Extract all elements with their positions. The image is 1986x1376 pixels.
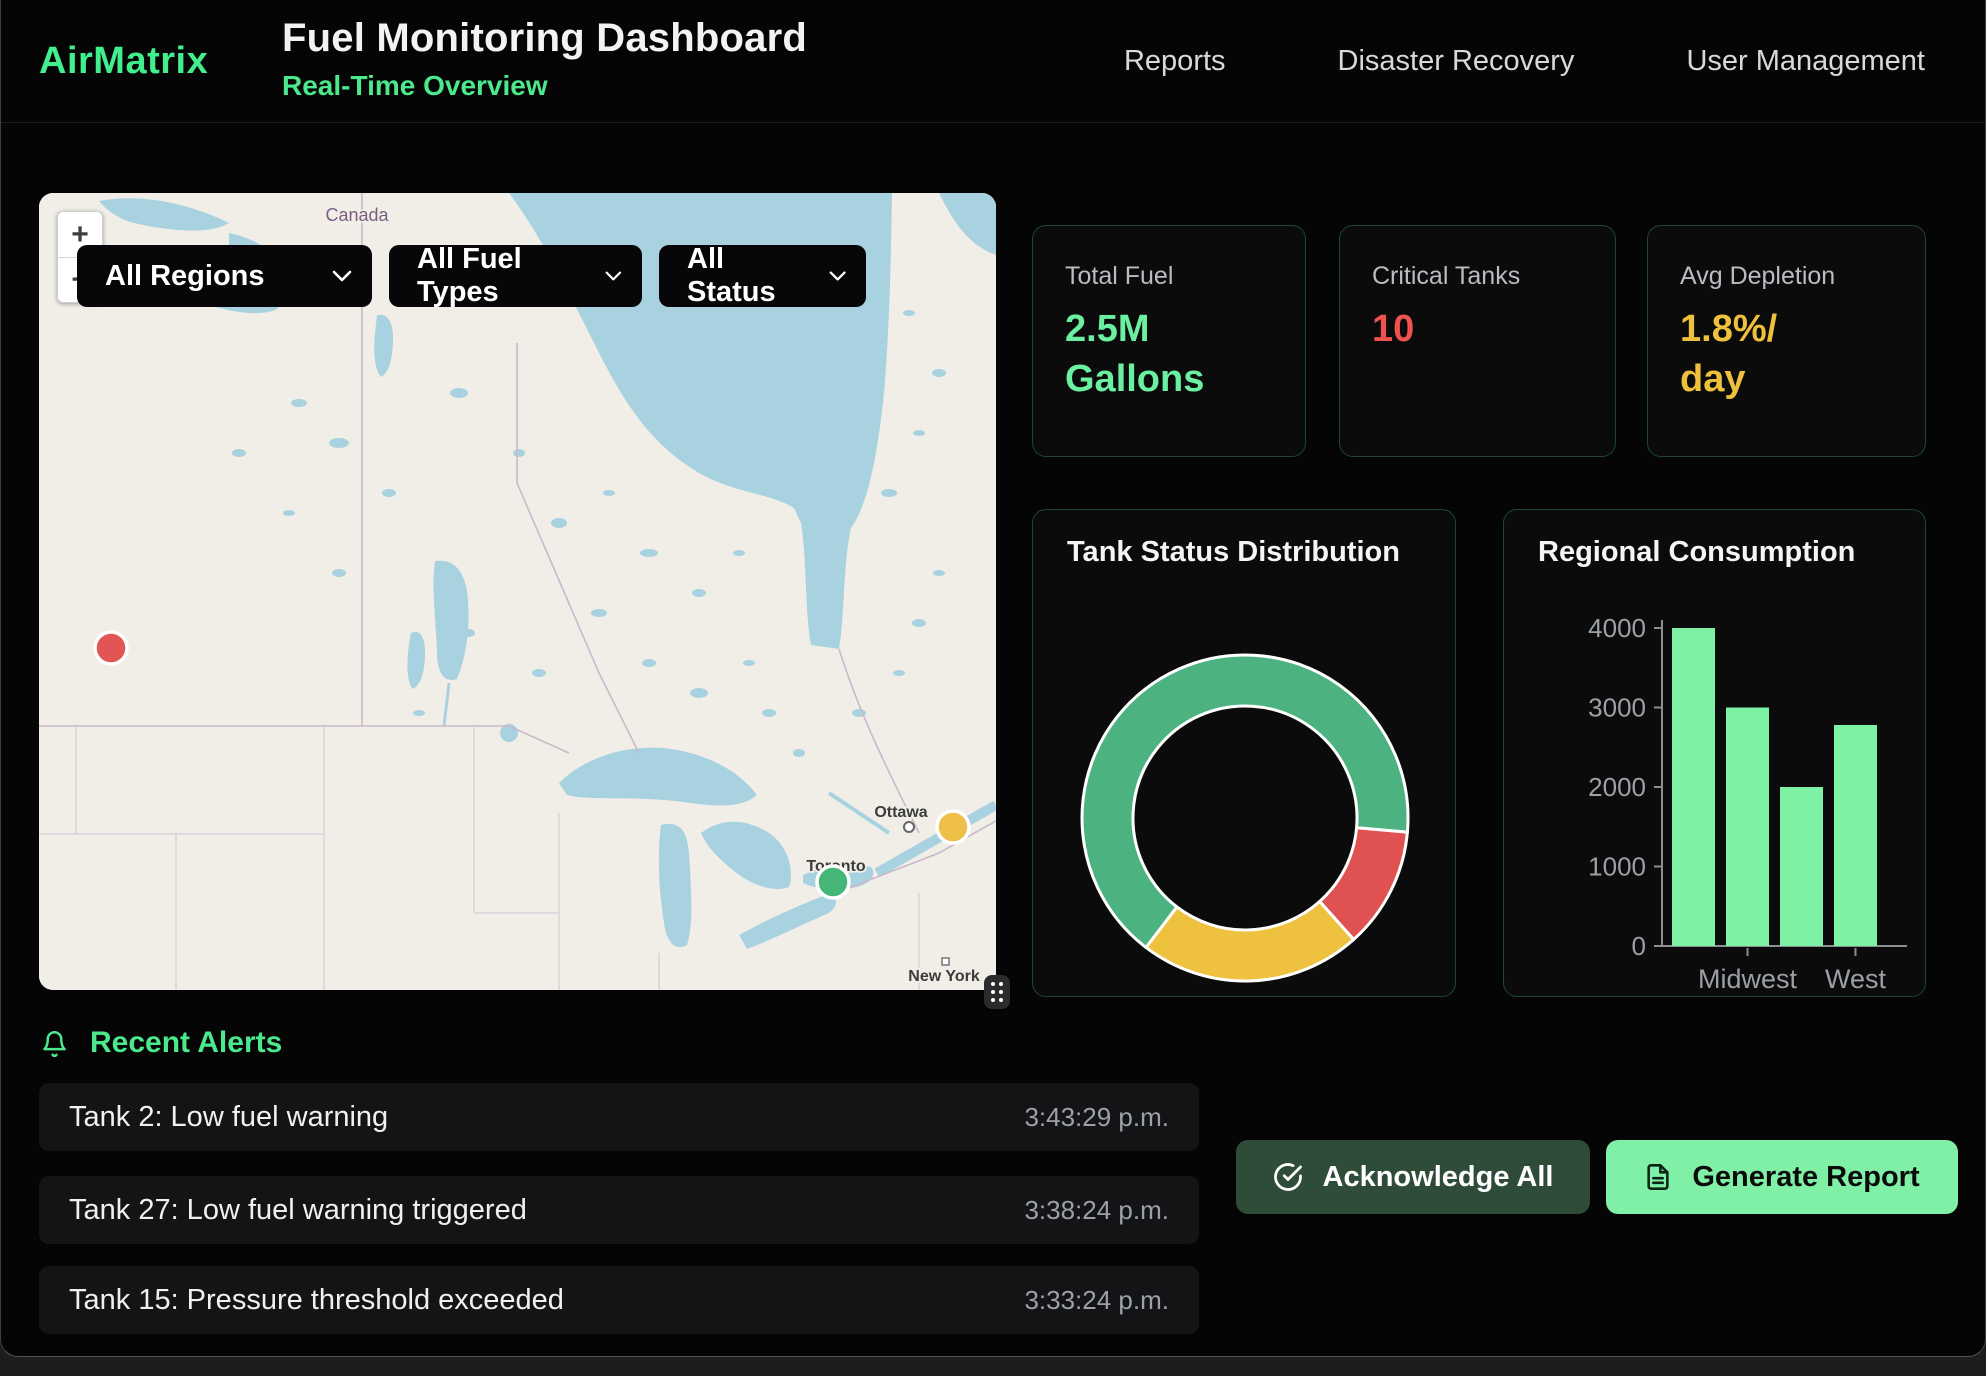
regional-consumption-card: Regional Consumption 01000200030004000Mi… [1503,509,1926,997]
bar-region-2[interactable] [1780,787,1823,946]
alert-timestamp: 3:43:29 p.m. [1024,1102,1169,1133]
stat-value: 10 [1372,304,1414,354]
alert-message: Tank 2: Low fuel warning [69,1101,388,1134]
map-filters: All Regions All Fuel Types All Status [77,245,866,307]
nav-item-reports[interactable]: Reports [1124,45,1226,78]
ottawa-city-dot [904,822,914,832]
stat-card-total-fuel: Total Fuel 2.5M Gallons [1032,225,1306,457]
bar-chart: 0 1000 2000 3000 4000 Midwest West [1504,510,1927,998]
fuel-type-filter-value: All Fuel Types [417,243,579,309]
y-tick-label: 4000 [1588,613,1646,643]
header: AirMatrix Fuel Monitoring Dashboard Real… [1,0,1985,123]
main-nav: Reports Disaster Recovery User Managemen… [1124,0,1925,123]
page-title: Fuel Monitoring Dashboard [282,16,807,61]
map-resize-handle[interactable] [984,975,1010,1009]
acknowledge-all-label: Acknowledge All [1323,1161,1554,1194]
nav-item-user-management[interactable]: User Management [1686,45,1925,78]
stat-label: Total Fuel [1065,262,1173,291]
recent-alerts-heading: Recent Alerts [41,1026,282,1060]
chevron-down-icon [605,270,622,282]
stat-value-line: day [1680,358,1745,400]
stat-card-critical-tanks: Critical Tanks 10 [1339,225,1616,457]
y-tick-label: 0 [1632,931,1646,961]
alert-message: Tank 15: Pressure threshold exceeded [69,1284,564,1317]
alert-timestamp: 3:33:24 p.m. [1024,1285,1169,1316]
alert-row[interactable]: Tank 15: Pressure threshold exceeded 3:3… [39,1266,1199,1334]
map-label-ottawa: Ottawa [874,804,927,821]
map-canvas: Canada Ottawa Toronto New York [39,193,996,990]
map-label-country: Canada [325,205,389,225]
stat-value: 1.8%/ day [1680,304,1777,404]
tank-marker-normal[interactable] [817,866,849,898]
generate-report-label: Generate Report [1692,1161,1919,1194]
tank-marker-warning[interactable] [937,811,969,843]
stat-card-avg-depletion: Avg Depletion 1.8%/ day [1647,225,1926,457]
tank-status-distribution-card: Tank Status Distribution [1032,509,1456,997]
chevron-down-icon [332,270,352,282]
stat-label: Avg Depletion [1680,262,1835,291]
nav-item-disaster-recovery[interactable]: Disaster Recovery [1338,45,1575,78]
doughnut-chart [1033,510,1457,998]
page-subtitle: Real-Time Overview [282,70,807,102]
check-circle-icon [1273,1162,1303,1192]
dashboard-root: AirMatrix Fuel Monitoring Dashboard Real… [0,0,1986,1357]
stat-value-line: Gallons [1065,358,1204,400]
status-filter-dropdown[interactable]: All Status [659,245,866,307]
recent-alerts-title: Recent Alerts [90,1026,282,1060]
brand-logo: AirMatrix [39,40,208,83]
donut-segment-warning[interactable] [1146,901,1354,981]
alert-timestamp: 3:38:24 p.m. [1024,1195,1169,1226]
fuel-map[interactable]: Canada Ottawa Toronto New York + − All R… [39,193,996,990]
map-label-newyork: New York [908,968,980,985]
stat-value: 2.5M Gallons [1065,304,1204,404]
chevron-down-icon [829,270,846,282]
bar-region-3[interactable] [1834,725,1877,946]
status-filter-value: All Status [687,243,803,309]
y-tick-label: 1000 [1588,852,1646,882]
tank-marker-critical[interactable] [95,632,127,664]
bar-region-1[interactable] [1726,708,1769,947]
x-tick-label: Midwest [1698,964,1798,994]
acknowledge-all-button[interactable]: Acknowledge All [1236,1140,1590,1214]
alert-row[interactable]: Tank 2: Low fuel warning 3:43:29 p.m. [39,1083,1199,1151]
y-tick-label: 3000 [1588,693,1646,723]
region-filter-value: All Regions [105,260,265,293]
stat-label: Critical Tanks [1372,262,1520,291]
bar-region-0[interactable] [1672,628,1715,946]
y-tick-label: 2000 [1588,772,1646,802]
region-filter-dropdown[interactable]: All Regions [77,245,372,307]
newyork-city-dot [942,958,949,965]
generate-report-button[interactable]: Generate Report [1606,1140,1958,1214]
fuel-type-filter-dropdown[interactable]: All Fuel Types [389,245,642,307]
x-tick-label: West [1825,964,1887,994]
alert-row[interactable]: Tank 27: Low fuel warning triggered 3:38… [39,1176,1199,1244]
bell-icon [41,1028,68,1059]
alert-message: Tank 27: Low fuel warning triggered [69,1194,527,1227]
stat-value-line: 10 [1372,308,1414,350]
title-block: Fuel Monitoring Dashboard Real-Time Over… [282,16,807,102]
stat-value-line: 1.8%/ [1680,308,1777,350]
stat-value-line: 2.5M [1065,308,1149,350]
document-icon [1644,1162,1672,1192]
